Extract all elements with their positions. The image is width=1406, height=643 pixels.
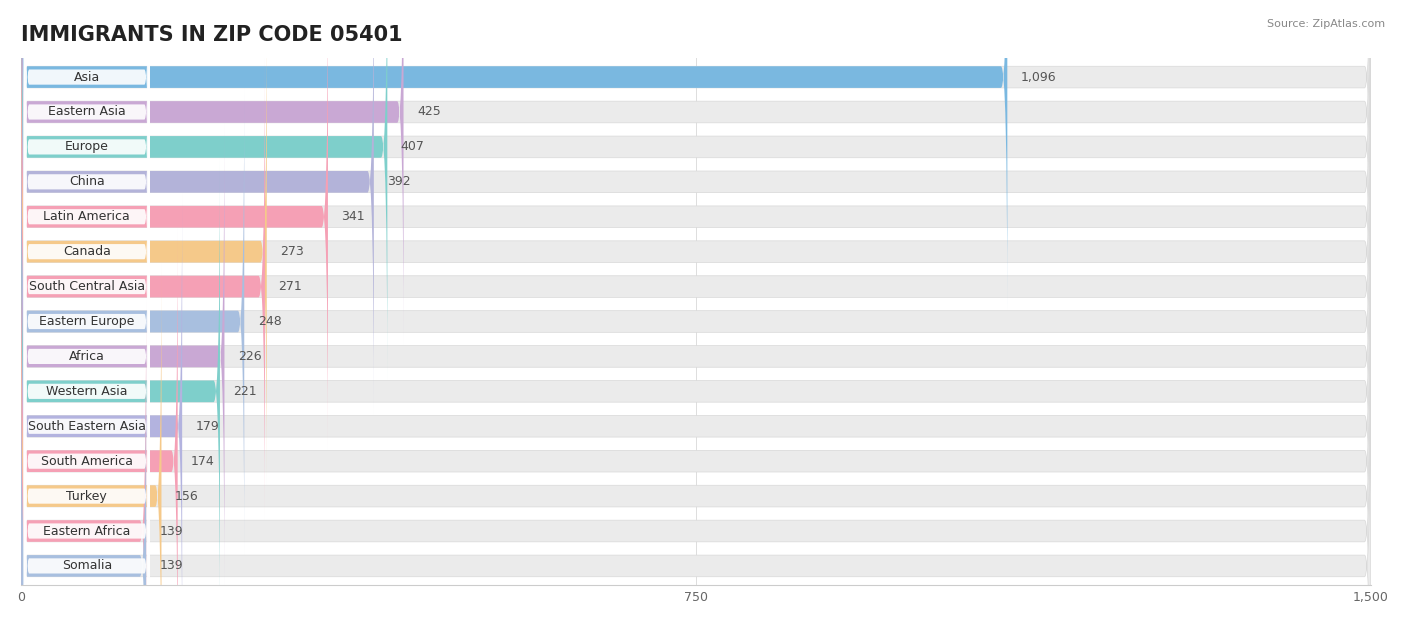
Text: 221: 221 bbox=[233, 385, 257, 398]
FancyBboxPatch shape bbox=[21, 53, 264, 520]
Text: 179: 179 bbox=[195, 420, 219, 433]
FancyBboxPatch shape bbox=[21, 18, 267, 485]
FancyBboxPatch shape bbox=[21, 0, 328, 450]
Text: 407: 407 bbox=[401, 140, 425, 154]
FancyBboxPatch shape bbox=[21, 262, 1371, 643]
Text: Turkey: Turkey bbox=[66, 489, 107, 503]
FancyBboxPatch shape bbox=[21, 228, 177, 643]
FancyBboxPatch shape bbox=[21, 228, 1371, 643]
FancyBboxPatch shape bbox=[24, 120, 150, 523]
Text: 248: 248 bbox=[257, 315, 281, 328]
FancyBboxPatch shape bbox=[21, 0, 1371, 345]
FancyBboxPatch shape bbox=[21, 298, 146, 643]
Text: South Eastern Asia: South Eastern Asia bbox=[28, 420, 146, 433]
FancyBboxPatch shape bbox=[21, 193, 183, 643]
Text: Western Asia: Western Asia bbox=[46, 385, 128, 398]
FancyBboxPatch shape bbox=[21, 123, 225, 590]
FancyBboxPatch shape bbox=[24, 259, 150, 643]
Text: 139: 139 bbox=[160, 559, 183, 572]
FancyBboxPatch shape bbox=[24, 85, 150, 489]
Text: 139: 139 bbox=[160, 525, 183, 538]
FancyBboxPatch shape bbox=[24, 0, 150, 384]
FancyBboxPatch shape bbox=[21, 0, 374, 415]
FancyBboxPatch shape bbox=[24, 0, 150, 314]
FancyBboxPatch shape bbox=[24, 224, 150, 628]
FancyBboxPatch shape bbox=[24, 15, 150, 419]
Text: 425: 425 bbox=[418, 105, 440, 118]
Text: Africa: Africa bbox=[69, 350, 104, 363]
FancyBboxPatch shape bbox=[21, 0, 404, 345]
FancyBboxPatch shape bbox=[24, 0, 150, 349]
Text: IMMIGRANTS IN ZIP CODE 05401: IMMIGRANTS IN ZIP CODE 05401 bbox=[21, 25, 402, 45]
Text: Eastern Asia: Eastern Asia bbox=[48, 105, 125, 118]
Text: 341: 341 bbox=[342, 210, 366, 223]
FancyBboxPatch shape bbox=[21, 0, 1007, 311]
Text: 156: 156 bbox=[174, 489, 198, 503]
Text: Somalia: Somalia bbox=[62, 559, 112, 572]
FancyBboxPatch shape bbox=[24, 364, 150, 643]
FancyBboxPatch shape bbox=[24, 294, 150, 643]
FancyBboxPatch shape bbox=[21, 0, 1371, 381]
FancyBboxPatch shape bbox=[24, 0, 150, 279]
FancyBboxPatch shape bbox=[21, 88, 245, 555]
Text: Canada: Canada bbox=[63, 245, 111, 258]
Text: Eastern Africa: Eastern Africa bbox=[44, 525, 131, 538]
Text: 174: 174 bbox=[191, 455, 215, 467]
Text: Eastern Europe: Eastern Europe bbox=[39, 315, 135, 328]
FancyBboxPatch shape bbox=[24, 329, 150, 643]
Text: 226: 226 bbox=[238, 350, 262, 363]
Text: Asia: Asia bbox=[73, 71, 100, 84]
Text: South Central Asia: South Central Asia bbox=[28, 280, 145, 293]
FancyBboxPatch shape bbox=[21, 158, 1371, 625]
FancyBboxPatch shape bbox=[21, 88, 1371, 555]
FancyBboxPatch shape bbox=[24, 50, 150, 453]
FancyBboxPatch shape bbox=[21, 298, 1371, 643]
FancyBboxPatch shape bbox=[21, 158, 219, 625]
FancyBboxPatch shape bbox=[24, 190, 150, 593]
Text: China: China bbox=[69, 176, 104, 188]
Text: South America: South America bbox=[41, 455, 132, 467]
FancyBboxPatch shape bbox=[21, 0, 387, 381]
Text: 1,096: 1,096 bbox=[1021, 71, 1056, 84]
FancyBboxPatch shape bbox=[21, 262, 162, 643]
Text: 271: 271 bbox=[278, 280, 302, 293]
Text: 273: 273 bbox=[280, 245, 304, 258]
FancyBboxPatch shape bbox=[24, 154, 150, 558]
Text: 392: 392 bbox=[387, 176, 411, 188]
FancyBboxPatch shape bbox=[21, 332, 146, 643]
Text: Europe: Europe bbox=[65, 140, 108, 154]
FancyBboxPatch shape bbox=[21, 0, 1371, 415]
Text: Source: ZipAtlas.com: Source: ZipAtlas.com bbox=[1267, 19, 1385, 30]
FancyBboxPatch shape bbox=[21, 53, 1371, 520]
FancyBboxPatch shape bbox=[21, 193, 1371, 643]
FancyBboxPatch shape bbox=[21, 0, 1371, 450]
FancyBboxPatch shape bbox=[21, 0, 1371, 311]
Text: Latin America: Latin America bbox=[44, 210, 131, 223]
FancyBboxPatch shape bbox=[21, 123, 1371, 590]
FancyBboxPatch shape bbox=[21, 332, 1371, 643]
FancyBboxPatch shape bbox=[21, 18, 1371, 485]
